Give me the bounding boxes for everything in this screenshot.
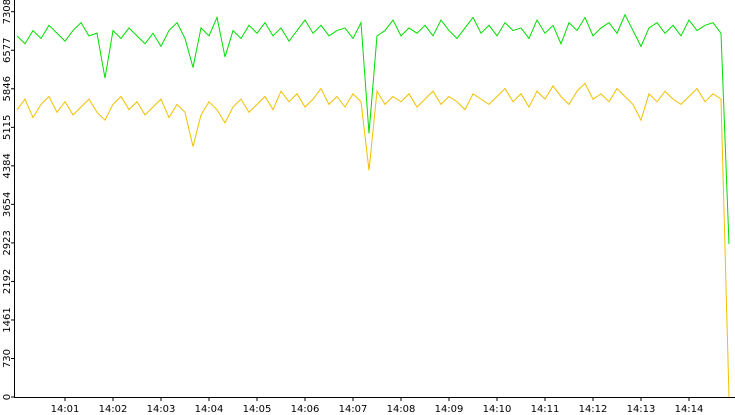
y-tick-label: 7308	[2, 0, 13, 24]
x-tick-label: 14:12	[579, 404, 608, 415]
y-tick-label: 6577	[2, 38, 13, 63]
y-tick-label: 2923	[2, 230, 13, 255]
x-tick-label: 14:05	[243, 404, 272, 415]
y-tick-label: 730	[2, 349, 13, 368]
x-tick-label: 14:07	[339, 404, 368, 415]
series-line	[16, 82, 730, 398]
x-tick-label: 14:06	[291, 404, 320, 415]
y-tick-label: 3654	[2, 192, 13, 217]
series-line	[16, 13, 730, 245]
x-tick-label: 14:01	[51, 404, 80, 415]
x-tick-label: 14:02	[99, 404, 128, 415]
y-tick-label: 1461	[2, 307, 13, 332]
x-tick-label: 14:14	[675, 404, 704, 415]
x-tick-label: 14:08	[387, 404, 416, 415]
x-tick-label: 14:09	[435, 404, 464, 415]
x-tick-label: 14:13	[627, 404, 656, 415]
x-tick-label: 14:11	[531, 404, 560, 415]
y-tick-label: 2192	[2, 269, 13, 294]
x-tick-label: 14:03	[147, 404, 176, 415]
y-tick-label: 5846	[2, 76, 13, 101]
y-tick-label: 5115	[2, 115, 13, 140]
y-tick-label: 4384	[2, 153, 13, 178]
y-tick-label: 0	[2, 394, 13, 400]
x-tick-label: 14:04	[195, 404, 224, 415]
x-tick-label: 14:10	[483, 404, 512, 415]
